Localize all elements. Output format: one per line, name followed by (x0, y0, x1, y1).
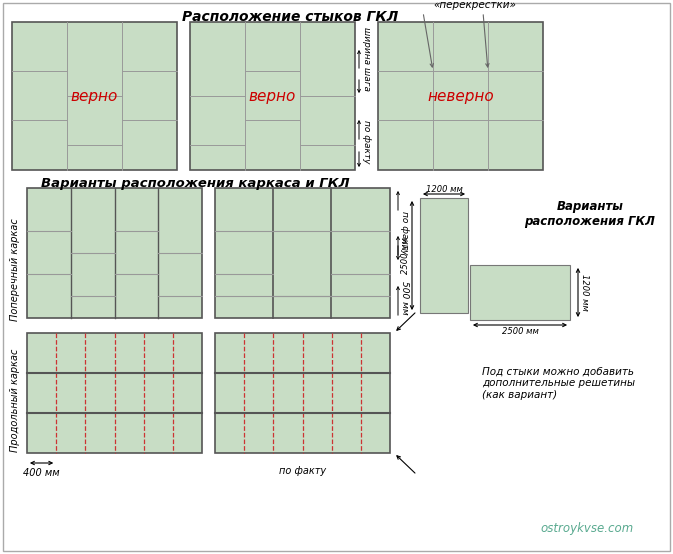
Bar (12, 22, 177, 170)
Text: Варианты расположения каркаса и ГКЛ: Варианты расположения каркаса и ГКЛ (40, 177, 349, 190)
Bar (420, 198, 468, 313)
Bar (378, 22, 543, 170)
Text: Поперечный каркас: Поперечный каркас (10, 219, 20, 321)
Bar (215, 188, 390, 318)
Text: неверно: неверно (427, 89, 494, 104)
Text: Расположение стыков ГКЛ: Расположение стыков ГКЛ (182, 10, 398, 24)
Text: ширина шага: ширина шага (361, 27, 371, 91)
Text: 1200 мм: 1200 мм (581, 274, 590, 311)
Text: верно: верно (71, 89, 118, 104)
Text: ostroykvse.com: ostroykvse.com (540, 522, 633, 535)
Text: по факту: по факту (361, 120, 371, 164)
Text: по факту: по факту (400, 211, 409, 255)
Bar (27, 188, 202, 318)
Text: Продольный каркас: Продольный каркас (10, 348, 20, 452)
Text: 500 мм: 500 мм (400, 281, 409, 315)
Bar (27, 333, 202, 453)
Text: Под стыки можно добавить
дополнительные решетины
(как вариант): Под стыки можно добавить дополнительные … (482, 366, 635, 399)
Bar (215, 333, 390, 453)
Bar (470, 265, 570, 320)
Text: верно: верно (249, 89, 296, 104)
Text: 1200 мм: 1200 мм (425, 184, 462, 193)
Text: «перекрестки»: «перекрестки» (433, 0, 516, 10)
Text: по факту: по факту (279, 466, 326, 476)
Text: 2500 мм: 2500 мм (501, 327, 538, 336)
Bar (190, 22, 355, 170)
Text: 400 мм: 400 мм (24, 468, 60, 478)
Text: Варианты
расположения ГКЛ: Варианты расположения ГКЛ (524, 200, 656, 228)
Text: 2500 мм: 2500 мм (402, 237, 411, 274)
